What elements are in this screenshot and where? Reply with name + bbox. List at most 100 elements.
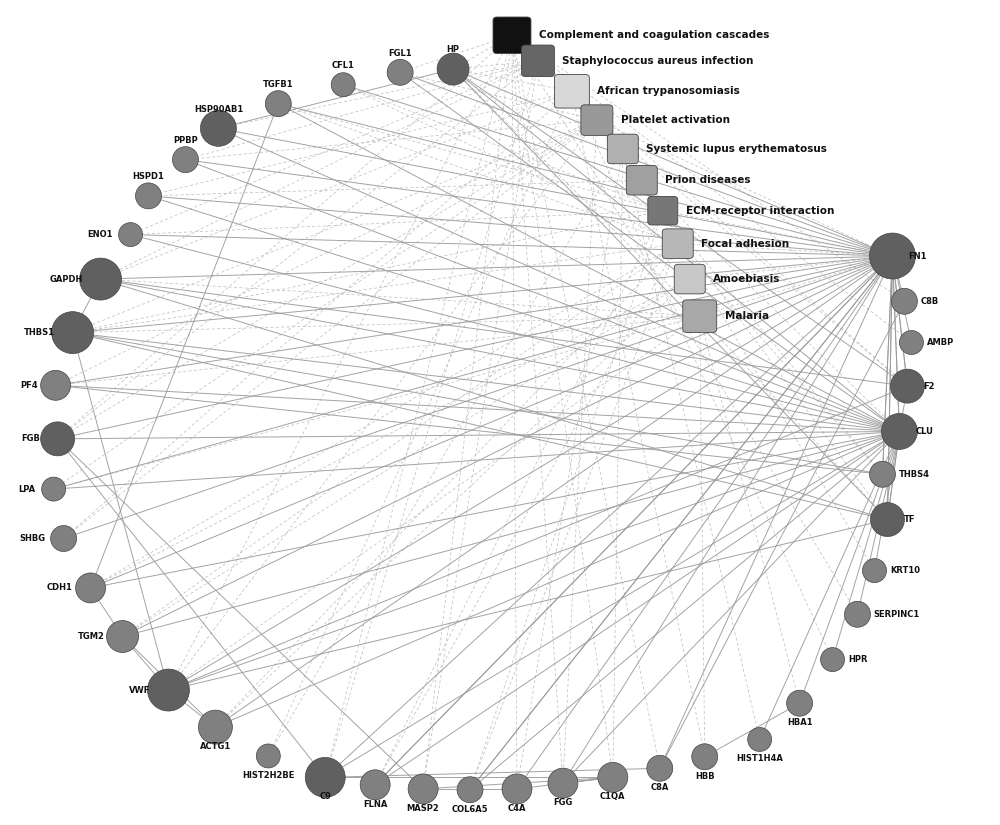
Text: CFL1: CFL1 — [332, 61, 355, 70]
Ellipse shape — [172, 147, 198, 172]
Text: Malaria: Malaria — [725, 311, 769, 321]
Ellipse shape — [256, 744, 280, 768]
Text: FLNA: FLNA — [363, 799, 387, 808]
Text: Systemic lupus erythematosus: Systemic lupus erythematosus — [646, 144, 827, 154]
Ellipse shape — [360, 770, 390, 799]
Ellipse shape — [198, 710, 232, 744]
Text: HP: HP — [447, 45, 460, 54]
Text: HIST1H4A: HIST1H4A — [736, 754, 783, 763]
Text: FGL1: FGL1 — [388, 49, 412, 58]
Ellipse shape — [502, 774, 532, 804]
Ellipse shape — [845, 601, 870, 627]
FancyBboxPatch shape — [554, 74, 589, 108]
Text: ACTG1: ACTG1 — [200, 742, 231, 751]
Text: C9: C9 — [319, 792, 331, 801]
Text: HSP90AB1: HSP90AB1 — [194, 105, 243, 114]
Text: FGG: FGG — [553, 798, 573, 807]
Ellipse shape — [437, 53, 469, 85]
FancyBboxPatch shape — [581, 105, 613, 135]
Ellipse shape — [107, 620, 139, 653]
Ellipse shape — [881, 413, 917, 450]
Text: C8A: C8A — [651, 783, 669, 792]
Ellipse shape — [387, 59, 413, 85]
Ellipse shape — [598, 762, 628, 792]
Text: SERPINC1: SERPINC1 — [873, 610, 920, 619]
Text: ECM-receptor interaction: ECM-receptor interaction — [686, 205, 834, 215]
Text: F2: F2 — [923, 382, 935, 391]
FancyBboxPatch shape — [674, 264, 705, 294]
Ellipse shape — [76, 573, 106, 603]
Ellipse shape — [52, 312, 94, 354]
Text: VWF: VWF — [129, 686, 150, 695]
Ellipse shape — [899, 331, 923, 355]
Ellipse shape — [821, 648, 845, 672]
Text: C1QA: C1QA — [600, 792, 626, 801]
Text: AMBP: AMBP — [927, 338, 955, 347]
Text: Complement and coagulation cascades: Complement and coagulation cascades — [539, 31, 769, 40]
Text: TGM2: TGM2 — [78, 632, 105, 641]
Text: Prion diseases: Prion diseases — [665, 175, 751, 186]
FancyBboxPatch shape — [662, 229, 693, 258]
FancyBboxPatch shape — [521, 45, 554, 77]
FancyBboxPatch shape — [626, 166, 657, 195]
Text: PPBP: PPBP — [173, 136, 198, 145]
Ellipse shape — [42, 477, 66, 501]
Text: C8B: C8B — [920, 297, 939, 306]
Text: African trypanosomiasis: African trypanosomiasis — [597, 87, 740, 97]
Ellipse shape — [408, 774, 438, 804]
Text: TGFB1: TGFB1 — [263, 80, 294, 89]
Text: KRT10: KRT10 — [890, 566, 920, 575]
Ellipse shape — [305, 757, 345, 797]
Text: CLU: CLU — [915, 427, 933, 436]
Ellipse shape — [331, 73, 355, 97]
Text: Platelet activation: Platelet activation — [621, 116, 730, 125]
Text: LPA: LPA — [19, 484, 36, 493]
Text: THBS1: THBS1 — [24, 328, 55, 337]
Text: CDH1: CDH1 — [47, 583, 73, 592]
Text: C4A: C4A — [508, 804, 526, 813]
Text: TF: TF — [903, 515, 915, 524]
Text: GAPDH: GAPDH — [49, 275, 83, 284]
Ellipse shape — [457, 776, 483, 803]
Text: ENO1: ENO1 — [87, 230, 113, 239]
Text: SHBG: SHBG — [20, 534, 46, 543]
FancyBboxPatch shape — [648, 196, 678, 225]
Ellipse shape — [869, 233, 915, 279]
Ellipse shape — [80, 258, 122, 300]
Text: Focal adhesion: Focal adhesion — [701, 238, 789, 248]
Text: Staphylococcus aureus infection: Staphylococcus aureus infection — [562, 56, 754, 66]
FancyBboxPatch shape — [607, 134, 638, 163]
Text: Amoebiasis: Amoebiasis — [713, 274, 781, 284]
Ellipse shape — [41, 422, 75, 456]
Text: FGB: FGB — [21, 434, 40, 443]
Text: COL6A5: COL6A5 — [452, 804, 488, 813]
Ellipse shape — [265, 91, 291, 116]
Ellipse shape — [787, 691, 813, 716]
Text: HSPD1: HSPD1 — [133, 172, 164, 181]
Ellipse shape — [51, 526, 77, 551]
Ellipse shape — [147, 669, 189, 711]
Text: HPR: HPR — [849, 655, 868, 664]
Ellipse shape — [136, 183, 161, 209]
Ellipse shape — [890, 369, 924, 403]
Text: MASP2: MASP2 — [407, 804, 439, 813]
FancyBboxPatch shape — [493, 17, 531, 54]
Ellipse shape — [870, 502, 904, 536]
Ellipse shape — [891, 288, 917, 314]
Ellipse shape — [869, 461, 895, 488]
Ellipse shape — [748, 728, 772, 752]
Text: PF4: PF4 — [20, 381, 38, 390]
Ellipse shape — [41, 370, 71, 400]
Ellipse shape — [647, 756, 673, 781]
Text: HBA1: HBA1 — [787, 718, 812, 727]
Ellipse shape — [200, 111, 236, 146]
Ellipse shape — [692, 744, 718, 770]
Text: FN1: FN1 — [908, 252, 927, 261]
Text: HIST2H2BE: HIST2H2BE — [242, 771, 295, 780]
Ellipse shape — [862, 559, 886, 582]
Ellipse shape — [119, 223, 142, 247]
Text: HBB: HBB — [695, 771, 715, 780]
FancyBboxPatch shape — [683, 299, 717, 332]
Text: THBS4: THBS4 — [898, 469, 929, 478]
Ellipse shape — [548, 768, 578, 798]
